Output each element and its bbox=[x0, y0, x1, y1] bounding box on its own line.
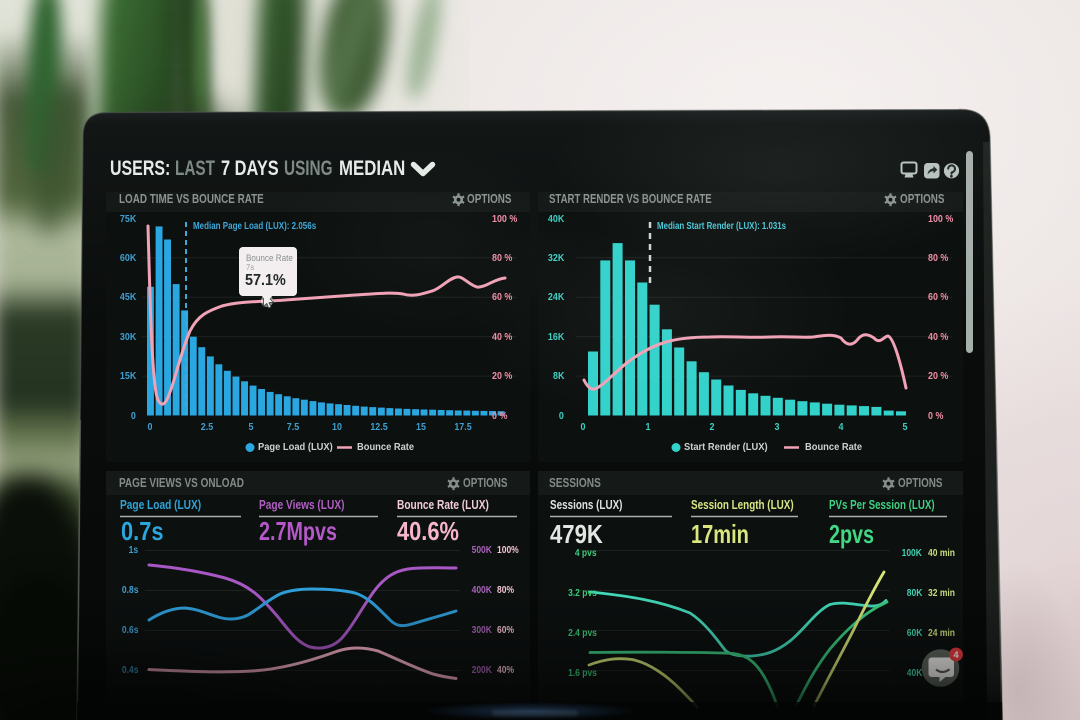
svg-text:4: 4 bbox=[953, 650, 959, 661]
